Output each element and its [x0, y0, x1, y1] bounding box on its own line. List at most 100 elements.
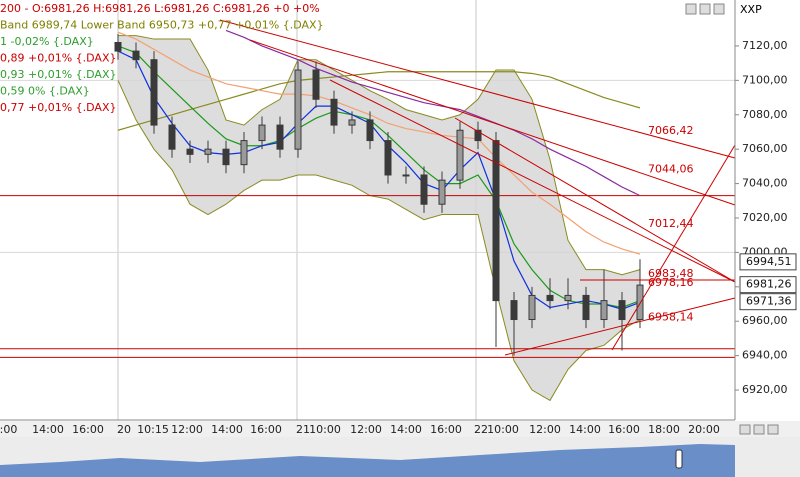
x-tick-label: 2:00 — [0, 423, 17, 436]
y-tick-label: 7020,00 — [742, 211, 788, 224]
y-tick-label: 6960,00 — [742, 314, 788, 327]
candle-body — [474, 129, 482, 142]
x-tick-label: 16:00 — [72, 423, 104, 436]
x-tick-label: 12:00 — [350, 423, 382, 436]
x-tick-label: 14:00 — [211, 423, 243, 436]
legend-text: 200 - O:6981,26 H:6981,26 L:6981,26 C:69… — [0, 2, 320, 15]
legend-text: 0,59 0% {.DAX} — [0, 85, 90, 98]
y-tick-label: 7080,00 — [742, 108, 788, 121]
candle-body — [240, 140, 248, 166]
y-tick-label: 7060,00 — [742, 142, 788, 155]
price-tag-box — [739, 293, 797, 311]
navigator-handle[interactable] — [675, 449, 683, 469]
data-layer — [0, 29, 735, 402]
ma-line — [117, 31, 641, 255]
band-area — [118, 35, 640, 401]
candle-body — [312, 69, 320, 100]
candle-body — [204, 148, 212, 155]
x-tick-label: 20:00 — [688, 423, 720, 436]
candle-body — [150, 59, 158, 126]
candle-body — [456, 129, 464, 181]
trend-line — [611, 144, 736, 351]
x-tick-label: 10:15 — [137, 423, 169, 436]
scroll-button[interactable] — [685, 3, 697, 15]
candle-body — [276, 124, 284, 150]
zoom-button[interactable] — [739, 424, 751, 435]
x-tick-label: 14:00 — [32, 423, 64, 436]
symbol: XXP — [740, 3, 762, 16]
trend-line — [504, 297, 736, 356]
x-tick-label: 20 — [117, 423, 131, 436]
price-tag-box — [739, 253, 797, 271]
price-tag-label: 6981,26 — [746, 278, 792, 291]
candle-body — [366, 119, 374, 142]
candle-body — [384, 140, 392, 176]
scroll-button[interactable] — [713, 3, 725, 15]
toolbar — [685, 3, 779, 435]
candle-body — [420, 174, 428, 205]
legend-text: 0,89 +0,01% {.DAX} — [0, 52, 116, 65]
band-line — [118, 35, 641, 276]
legend-text: 1 -0,02% {.DAX} — [0, 35, 94, 48]
zoom-button[interactable] — [767, 424, 779, 435]
x-tick-label: 22 — [474, 423, 488, 436]
price-tag-label: 6994,51 — [746, 255, 792, 268]
fib-label: 7012,44 — [648, 217, 694, 230]
candle-body — [618, 300, 626, 321]
fib-label: 6958,14 — [648, 310, 694, 323]
candle-body — [330, 98, 338, 126]
trend-lines — [219, 19, 736, 356]
x-tick-label: 14:00 — [569, 423, 601, 436]
band-line — [117, 80, 641, 402]
candle-body — [402, 174, 410, 177]
candle-body — [600, 300, 608, 321]
legend-text: 0,77 +0,01% {.DAX} — [0, 101, 116, 114]
ma-line — [117, 45, 641, 309]
candle-body — [528, 294, 536, 321]
x-tick-label: 16:00 — [608, 423, 640, 436]
x-tick-label: 10:00 — [309, 423, 341, 436]
candle-body — [582, 294, 590, 321]
candle-body — [564, 294, 572, 302]
y-tick-label: 7120,00 — [742, 39, 788, 52]
x-tick-label: 12:00 — [529, 423, 561, 436]
x-tick-label: 12:00 — [171, 423, 203, 436]
candle-body — [636, 284, 644, 321]
fib-label: 7066,42 — [648, 124, 694, 137]
x-tick-label: 21 — [296, 423, 310, 436]
fib-label: 6983,48 — [648, 267, 694, 280]
scroll-button[interactable] — [699, 3, 711, 15]
x-tick-label: 10:00 — [487, 423, 519, 436]
price-tag-box — [739, 276, 797, 294]
candle-body — [438, 179, 446, 205]
candle-body — [492, 140, 500, 302]
price-tag-label: 6971,36 — [746, 295, 792, 308]
candle-body — [294, 69, 302, 150]
trend-line — [454, 117, 736, 283]
legend-text: 0,93 +0,01% {.DAX} — [0, 68, 116, 81]
candle-body — [114, 41, 122, 52]
navigator-area — [0, 444, 735, 477]
candle-body — [132, 50, 140, 61]
zoom-button[interactable] — [753, 424, 765, 435]
ma-line — [117, 71, 641, 131]
legend-text: Band 6989,74 Lower Band 6950,73 +0,77 +0… — [0, 19, 324, 32]
candle-body — [186, 148, 194, 155]
trend-line — [219, 19, 736, 159]
x-tick-label: 16:00 — [430, 423, 462, 436]
candle-body — [258, 124, 266, 142]
y-tick-label: 7100,00 — [742, 73, 788, 86]
fib-label: 7044,06 — [648, 163, 694, 176]
x-tick-label: 16:00 — [250, 423, 282, 436]
candle-body — [510, 300, 518, 321]
candle-body — [168, 124, 176, 150]
x-tick-label: 18:00 — [648, 423, 680, 436]
trend-line — [249, 39, 736, 206]
time-axis-bg — [0, 421, 800, 437]
candle-body — [546, 294, 554, 302]
candle-body — [348, 119, 356, 126]
y-tick-label: 7040,00 — [742, 177, 788, 190]
y-tick-label: 6920,00 — [742, 383, 788, 396]
